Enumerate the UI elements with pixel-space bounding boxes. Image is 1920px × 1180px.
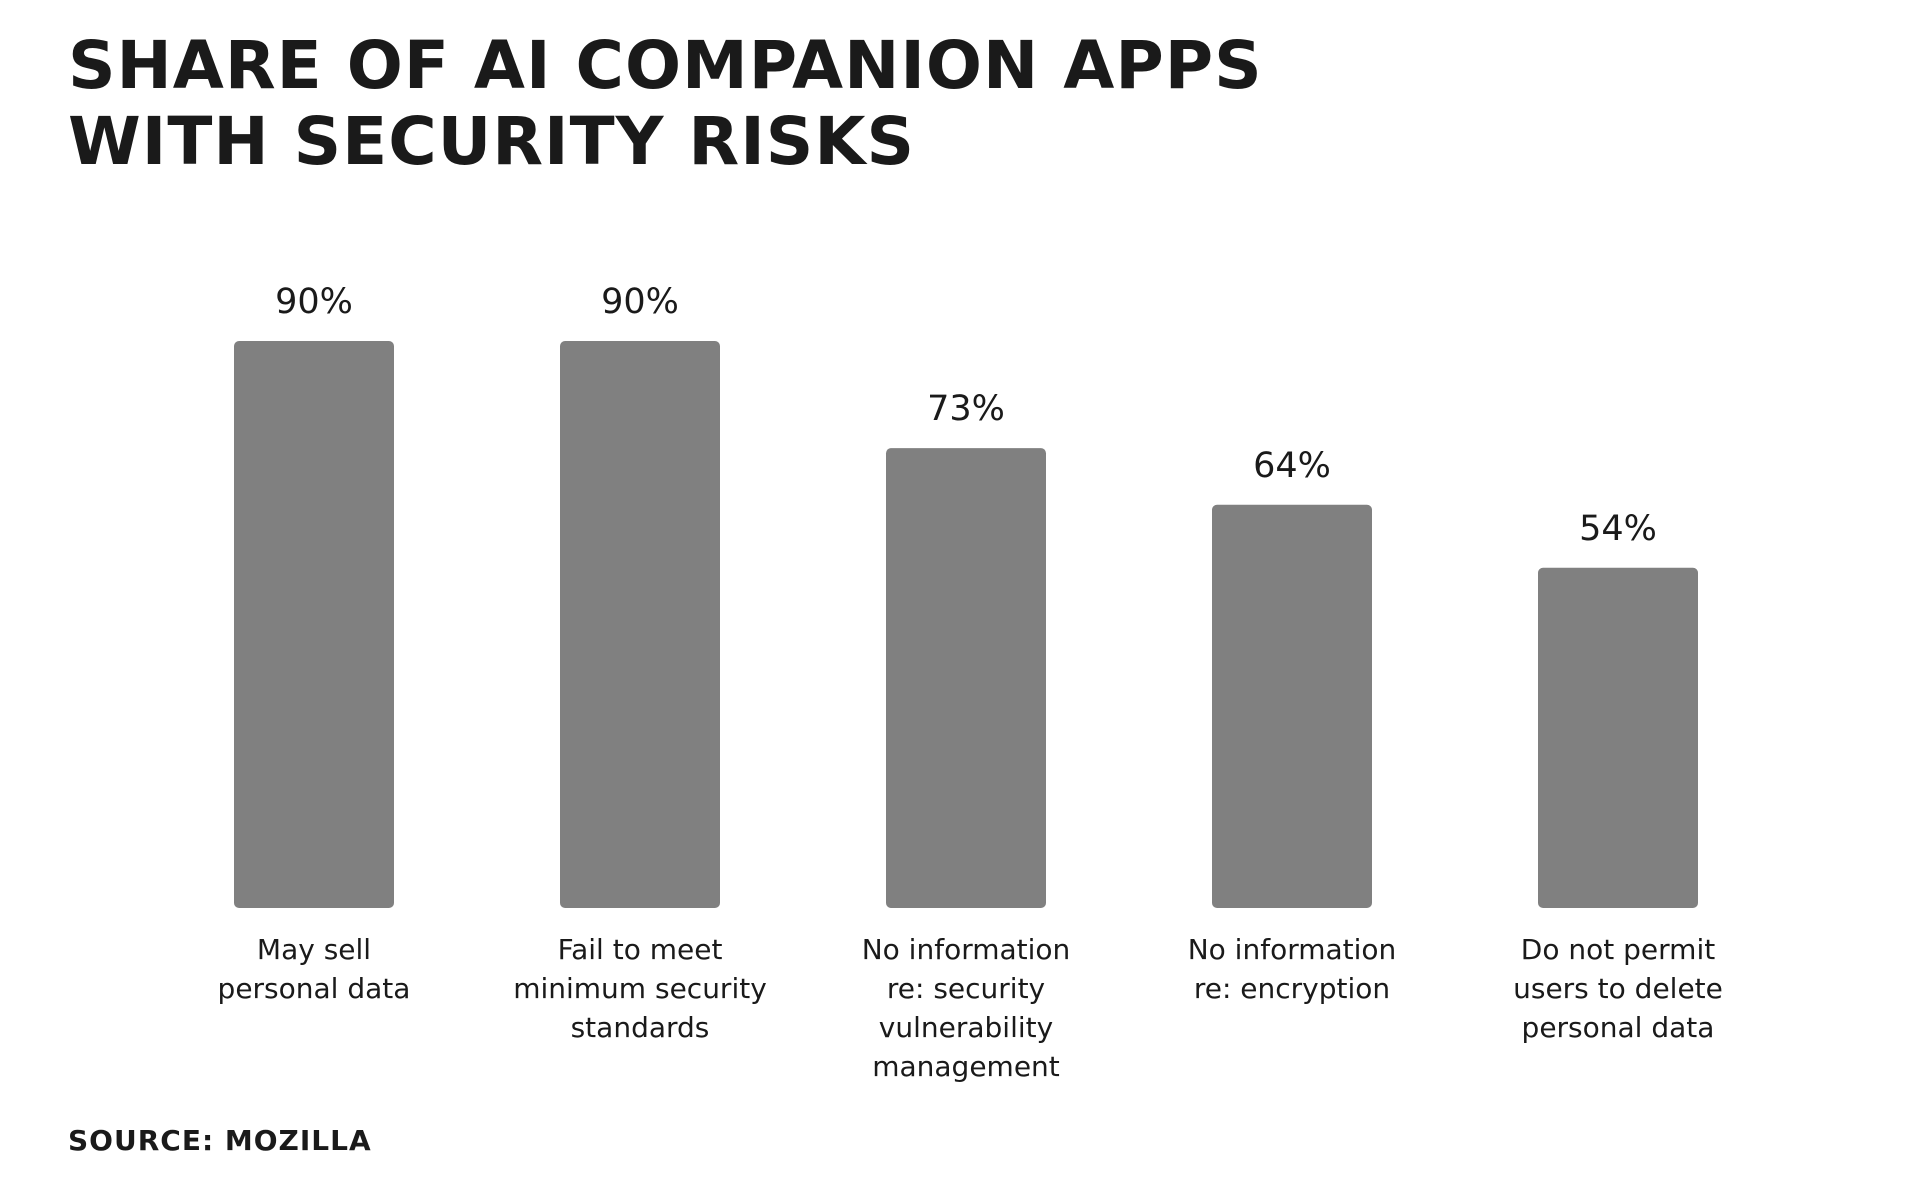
bar-5	[1538, 567, 1698, 908]
bar-3	[886, 448, 1046, 908]
chart-title: Share of AI companion apps with security…	[68, 27, 1263, 180]
value-label-3: 73%	[927, 389, 1005, 429]
value-label-1: 90%	[275, 282, 353, 322]
value-label-5: 54%	[1579, 509, 1657, 549]
source-note: Source: Mozilla	[68, 1124, 372, 1157]
category-label-1: May sell personal data	[217, 933, 411, 1005]
category-label-5: Do not permit users to delete personal d…	[1513, 933, 1723, 1044]
value-label-4: 64%	[1253, 446, 1331, 486]
bar-1	[234, 341, 394, 908]
bar-4	[1212, 504, 1372, 908]
bar-2	[560, 341, 720, 908]
category-label-4: No information re: encryption	[1187, 933, 1397, 1005]
value-label-2: 90%	[601, 282, 679, 322]
category-label-3: No information re: security vulnerabilit…	[861, 933, 1071, 1083]
category-label-2: Fail to meet minimum security standards	[513, 933, 767, 1044]
